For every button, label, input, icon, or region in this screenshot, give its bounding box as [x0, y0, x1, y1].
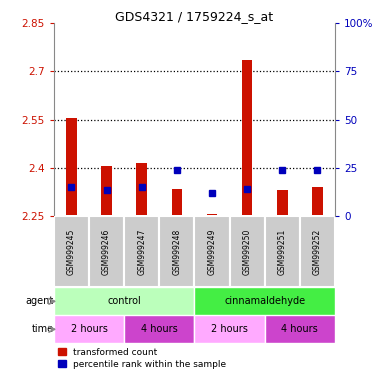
Bar [54, 315, 124, 343]
Bar [312, 187, 323, 215]
Bar [194, 287, 335, 315]
Bar [172, 189, 182, 215]
Text: time: time [32, 324, 54, 334]
Bar [242, 60, 253, 215]
Bar [89, 216, 124, 287]
Bar [194, 216, 229, 287]
Text: GSM999248: GSM999248 [172, 228, 181, 275]
Text: agent: agent [26, 296, 54, 306]
Text: GSM999245: GSM999245 [67, 228, 76, 275]
Bar [124, 315, 194, 343]
Text: 4 hours: 4 hours [281, 324, 318, 334]
Bar [66, 118, 77, 215]
Bar [136, 163, 147, 215]
Text: GSM999249: GSM999249 [208, 228, 216, 275]
Bar [300, 216, 335, 287]
Bar [159, 216, 194, 287]
Text: 2 hours: 2 hours [70, 324, 107, 334]
Text: 4 hours: 4 hours [141, 324, 177, 334]
Text: GSM999246: GSM999246 [102, 228, 111, 275]
Bar [101, 166, 112, 215]
Text: 2 hours: 2 hours [211, 324, 248, 334]
Bar [194, 315, 265, 343]
Legend: transformed count, percentile rank within the sample: transformed count, percentile rank withi… [59, 348, 226, 369]
Text: control: control [107, 296, 141, 306]
Bar [264, 216, 300, 287]
Text: cinnamaldehyde: cinnamaldehyde [224, 296, 305, 306]
Text: GSM999250: GSM999250 [243, 228, 252, 275]
Bar [277, 190, 288, 215]
Bar [54, 287, 194, 315]
Bar [207, 214, 217, 215]
Bar [124, 216, 159, 287]
Title: GDS4321 / 1759224_s_at: GDS4321 / 1759224_s_at [116, 10, 273, 23]
Text: GSM999252: GSM999252 [313, 228, 322, 275]
Text: GSM999251: GSM999251 [278, 228, 287, 275]
Bar [229, 216, 265, 287]
Bar [264, 315, 335, 343]
Bar [54, 216, 89, 287]
Text: GSM999247: GSM999247 [137, 228, 146, 275]
